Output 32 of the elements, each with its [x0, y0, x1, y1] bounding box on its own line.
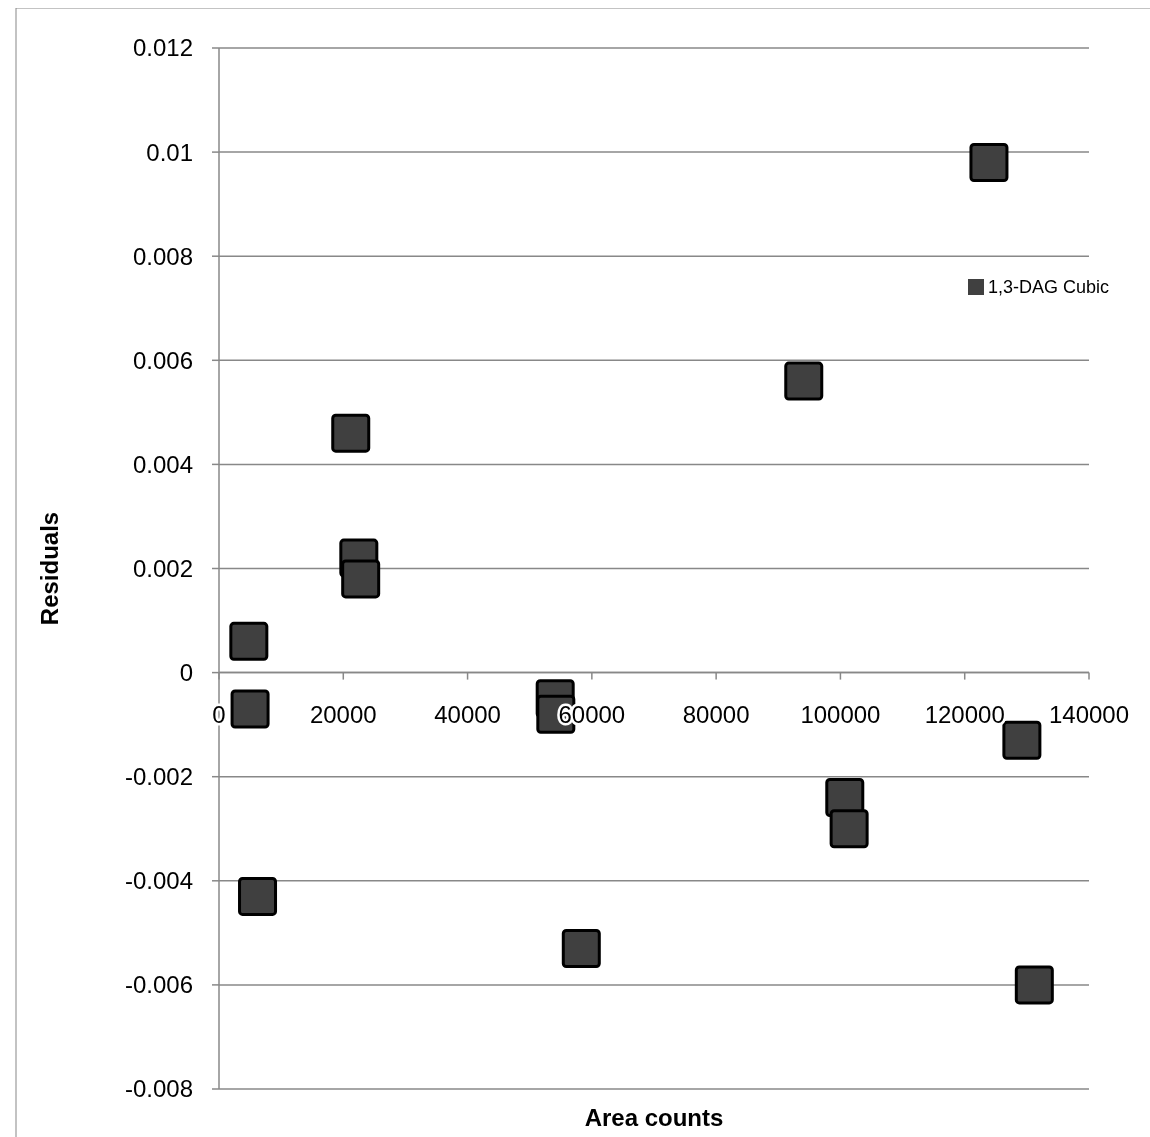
y-tick-label: -0.004 — [124, 867, 193, 895]
point — [784, 361, 824, 401]
point — [969, 143, 1009, 183]
point — [1014, 965, 1054, 1005]
x-tick-label: 0 — [212, 700, 226, 728]
legend-label: 1,3-DAG Cubic — [988, 277, 1110, 298]
y-tick-label: 0.004 — [132, 450, 193, 478]
y-tick-label: -0.006 — [124, 971, 193, 999]
y-tick-label: 0.01 — [146, 138, 193, 166]
y-tick-label: -0.008 — [124, 1075, 193, 1103]
x-tick-label: 140000 — [1048, 700, 1130, 728]
point — [829, 809, 869, 849]
y-tick-label: -0.002 — [124, 763, 193, 791]
x-tick-label: 120000 — [924, 700, 1005, 728]
x-axis-title: Area counts — [584, 1104, 724, 1131]
point — [230, 689, 270, 729]
point — [1002, 720, 1042, 760]
point — [341, 559, 381, 599]
y-tick-label: 0 — [179, 659, 193, 686]
x-tick-label: 100000 — [800, 700, 881, 728]
point — [331, 413, 371, 453]
point — [229, 621, 269, 661]
y-tick-label: 0.002 — [132, 554, 193, 582]
y-tick-label: 0.008 — [132, 242, 193, 270]
point — [238, 876, 278, 916]
x-tick-label: 20000 — [309, 700, 377, 728]
x-tick-label: 80000 — [682, 700, 750, 728]
x-tick-label: 40000 — [434, 700, 501, 728]
y-tick-label: 0.006 — [132, 346, 193, 374]
point — [561, 928, 601, 968]
y-tick-label: 0.012 — [132, 34, 193, 62]
y-axis-title: Residuals — [36, 511, 63, 626]
